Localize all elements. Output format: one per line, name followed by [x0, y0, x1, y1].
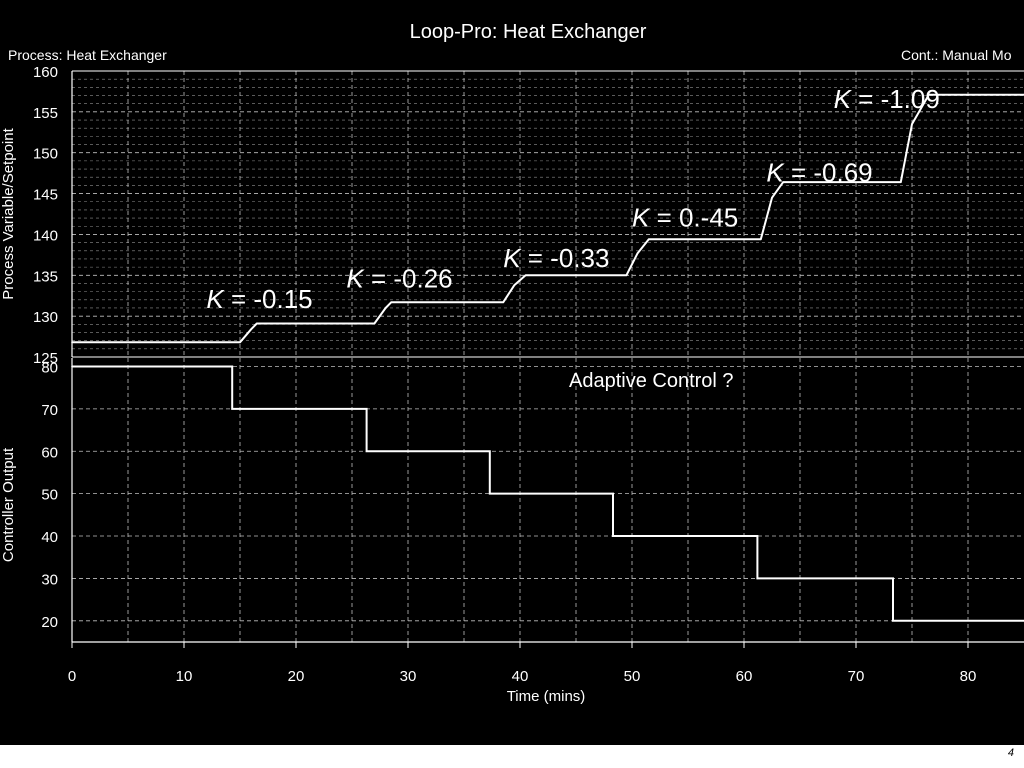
adaptive-control-annotation: Adaptive Control ? [569, 370, 734, 392]
pv-y-tick-label: 135 [33, 268, 58, 285]
pv-series-line [72, 93, 1024, 344]
x-tick-label: 50 [624, 668, 641, 685]
pv-y-tick-label: 155 [33, 105, 58, 122]
co-data-point [231, 365, 233, 368]
gain-symbol: K [632, 202, 651, 232]
pv-data-point [911, 123, 913, 125]
gain-annotation: K = -0.69 [766, 157, 872, 187]
gain-value: = -0.15 [224, 284, 313, 314]
co-data-point [365, 450, 368, 453]
co-data-point [488, 492, 491, 495]
gain-annotation: K = -0.33 [503, 243, 609, 273]
co-series-line [72, 365, 1024, 622]
co-y-axis-label: Controller Output [0, 447, 17, 562]
co-y-tick-label: 40 [41, 529, 58, 546]
gain-symbol: K [206, 284, 225, 314]
pv-y-tick-label: 145 [33, 187, 58, 204]
x-axis-label: Time (mins) [507, 688, 586, 705]
co-data-point [756, 577, 759, 580]
x-tick-label: 80 [960, 668, 977, 685]
controller-output-panel: 20 30 40 50 60 70 80 0 10 20 30 40 50 60 70 80 Time (min… [0, 358, 1024, 705]
pv-data-point [513, 284, 516, 286]
loop-pro-window: Loop-Pro: Heat Exchanger Process: Heat E… [0, 0, 1024, 745]
pv-data-point [900, 181, 902, 183]
pv-data-point [524, 274, 527, 277]
co-y-tick-label: 80 [41, 359, 58, 376]
pv-data-point [373, 322, 376, 325]
pv-data-point [782, 181, 784, 183]
co-y-tick-label: 20 [41, 614, 58, 631]
pv-y-tick-label: 160 [33, 64, 58, 81]
pv-data-point [255, 322, 258, 325]
x-tick-label: 10 [176, 668, 193, 685]
co-y-tick-label: 30 [41, 571, 58, 588]
co-data-point [612, 492, 614, 495]
co-y-tick-label: 60 [41, 444, 58, 461]
gain-value: = -1.09 [851, 84, 940, 114]
gain-annotation: K = 0.-45 [632, 202, 738, 232]
co-data-point [365, 408, 368, 410]
co-data-point [488, 450, 491, 453]
pv-data-point [239, 341, 241, 344]
pv-data-point [928, 93, 930, 96]
pv-data-point [625, 274, 628, 277]
page-number: 4 [1007, 747, 1014, 759]
process-variable-panel: 125 130 135 140 145 150 155 160 Process Variable… [0, 64, 1024, 367]
co-y-tick-label: 70 [41, 402, 58, 419]
controller-label: Cont.: Manual Mo [901, 47, 1012, 63]
x-tick-label: 60 [736, 668, 753, 685]
x-tick-label: 0 [68, 668, 76, 685]
gain-value: = 0.-45 [649, 202, 738, 232]
gain-symbol: K [834, 84, 853, 114]
chart-canvas: Loop-Pro: Heat Exchanger Process: Heat E… [0, 21, 1024, 705]
gain-symbol: K [346, 264, 365, 294]
co-data-point [231, 408, 233, 410]
pv-y-tick-label: 150 [33, 146, 58, 163]
co-y-tick-label: 50 [41, 487, 58, 504]
co-data-point [892, 577, 894, 580]
x-tick-label: 70 [848, 668, 865, 685]
pv-y-axis-label: Process Variable/Setpoint [0, 127, 17, 299]
pv-y-tick-label: 140 [33, 227, 58, 244]
pv-data-point [71, 341, 73, 344]
x-tick-label: 20 [288, 668, 305, 685]
gain-value: = -0.26 [364, 264, 453, 294]
gain-value: = -0.69 [784, 157, 873, 187]
co-data-point [756, 535, 759, 537]
pv-data-point [636, 252, 639, 255]
pv-y-tick-label: 130 [33, 309, 58, 326]
pv-data-point [771, 196, 773, 199]
gain-annotation: K = -0.26 [346, 264, 452, 294]
co-data-point [612, 535, 614, 537]
x-tick-label: 30 [400, 668, 417, 685]
pv-data-point [250, 328, 252, 331]
gain-annotation: K = -1.09 [834, 84, 940, 114]
pv-data-point [390, 301, 393, 304]
pv-data-point [760, 238, 762, 241]
pv-data-point [648, 238, 650, 241]
co-data-point [71, 365, 73, 368]
pv-data-point [384, 307, 387, 309]
pv-data-point [502, 301, 505, 304]
x-tick-label: 40 [512, 668, 529, 685]
process-label: Process: Heat Exchanger [8, 47, 167, 63]
window-title: Loop-Pro: Heat Exchanger [410, 21, 647, 43]
gain-symbol: K [503, 243, 522, 273]
pv-y-tick-label: 125 [33, 350, 58, 367]
gain-symbol: K [766, 157, 785, 187]
co-data-point [892, 620, 894, 622]
gain-value: = -0.33 [521, 243, 610, 273]
gain-annotation: K = -0.15 [206, 284, 312, 314]
